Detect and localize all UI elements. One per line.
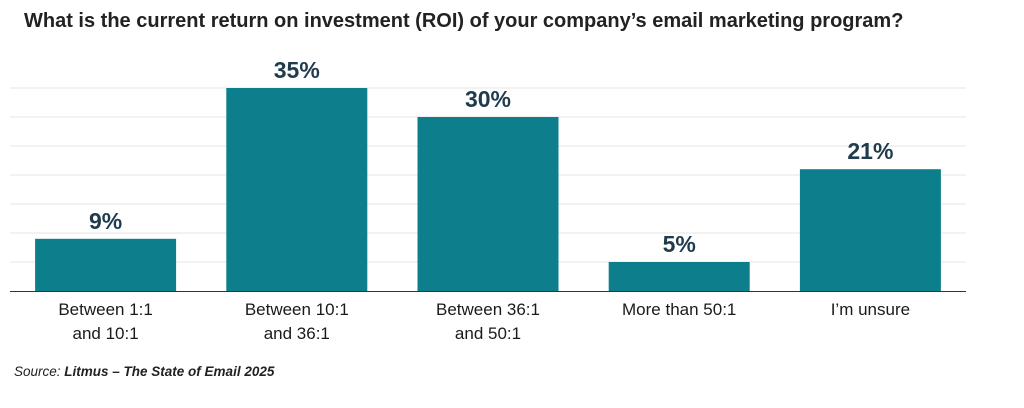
value-label: 5% <box>663 231 696 257</box>
bar <box>35 238 177 291</box>
value-label: 21% <box>847 138 893 164</box>
category-label-line: Between 10:1 <box>245 300 349 319</box>
category-label-line: and 50:1 <box>455 324 521 343</box>
value-label: 9% <box>89 208 122 234</box>
category-label: Between 36:1 and 50:1 <box>436 300 540 343</box>
category-label-line: More than 50:1 <box>622 300 736 319</box>
value-label: 30% <box>465 86 511 112</box>
bar-chart: 9%35%30%5%21% Between 1:1 and 10:1Between… <box>10 57 966 343</box>
category-label-line: Between 36:1 <box>436 300 540 319</box>
category-label-line: and 36:1 <box>264 324 330 343</box>
source-text: Litmus – The State of Email 2025 <box>64 364 275 379</box>
category-label-line: I’m unsure <box>831 300 910 319</box>
category-label-line: Between 1:1 <box>58 300 153 319</box>
category-label: I’m unsure <box>831 300 910 319</box>
chart-title: What is the current return on investment… <box>24 10 904 32</box>
value-labels: 9% 35% 30% 5% 21% <box>89 57 893 257</box>
value-label: 35% <box>274 57 320 83</box>
category-label-line: and 10:1 <box>73 324 139 343</box>
category-label: Between 10:1 and 36:1 <box>245 300 349 343</box>
source-prefix: Source: <box>14 364 65 379</box>
category-label: Between 1:1 and 10:1 <box>58 300 153 343</box>
bar <box>799 169 941 291</box>
bars <box>35 88 941 291</box>
source-note: Source: Litmus – The State of Email 2025 <box>14 364 274 379</box>
category-label: More than 50:1 <box>622 300 736 319</box>
bar <box>226 88 368 291</box>
bar <box>608 262 750 291</box>
bar <box>417 117 559 291</box>
